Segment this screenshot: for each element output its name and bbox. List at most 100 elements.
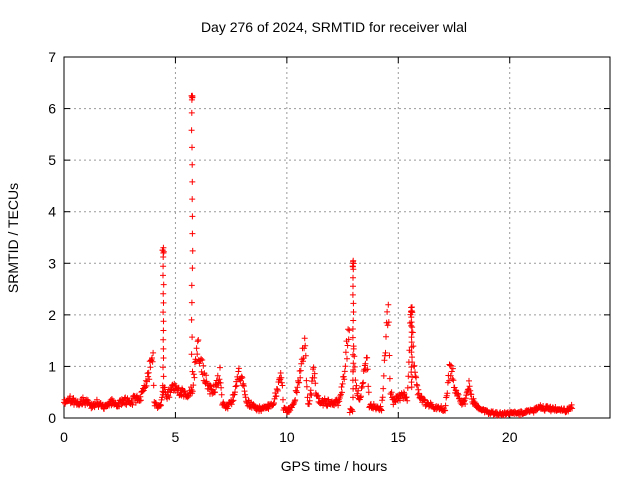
data-point xyxy=(359,380,366,387)
data-point xyxy=(150,349,157,356)
data-point xyxy=(342,363,349,370)
data-point xyxy=(217,364,223,371)
data-point xyxy=(271,400,277,406)
y-tick-label: 4 xyxy=(48,204,56,220)
x-tick-label: 0 xyxy=(60,429,68,445)
data-point xyxy=(228,401,235,408)
data-point xyxy=(296,379,303,386)
data-point xyxy=(189,213,196,220)
data-point xyxy=(444,390,451,397)
data-point xyxy=(342,349,349,356)
data-point xyxy=(569,405,576,412)
data-point xyxy=(409,354,415,361)
data-point xyxy=(166,394,173,401)
data-point xyxy=(358,385,365,391)
data-point xyxy=(189,196,196,203)
data-point xyxy=(146,376,153,383)
data-point xyxy=(351,353,358,360)
data-point xyxy=(160,318,167,325)
data-point xyxy=(188,96,195,103)
data-point xyxy=(160,272,166,279)
data-point xyxy=(297,374,304,381)
data-point xyxy=(350,351,356,358)
data-point xyxy=(358,393,364,400)
data-point xyxy=(321,395,328,402)
data-point xyxy=(101,405,108,412)
data-point xyxy=(160,355,167,361)
data-point xyxy=(308,378,315,385)
data-point xyxy=(147,364,154,371)
data-point xyxy=(397,397,403,404)
data-point xyxy=(311,370,318,377)
data-point xyxy=(380,385,387,392)
data-point xyxy=(242,394,249,401)
data-point xyxy=(303,377,310,384)
data-point xyxy=(310,364,317,371)
data-point xyxy=(274,387,281,394)
data-point xyxy=(378,406,384,413)
data-point xyxy=(350,394,356,401)
x-tick-label: 15 xyxy=(390,429,406,445)
data-point xyxy=(145,373,152,380)
data-point xyxy=(349,263,356,270)
data-point xyxy=(189,94,196,101)
data-point xyxy=(302,352,309,359)
data-point xyxy=(190,382,197,389)
data-point xyxy=(408,379,415,386)
data-point xyxy=(181,388,188,395)
data-point xyxy=(338,384,345,390)
data-point xyxy=(293,389,300,396)
data-point xyxy=(229,398,236,405)
grid xyxy=(64,57,610,418)
data-point xyxy=(188,351,195,358)
data-point xyxy=(137,397,144,404)
data-point xyxy=(408,364,415,371)
data-point xyxy=(160,345,167,352)
data-point xyxy=(364,366,371,373)
data-point xyxy=(300,358,306,365)
data-point xyxy=(454,390,461,397)
data-point xyxy=(466,377,472,384)
data-point xyxy=(159,382,166,389)
data-point xyxy=(232,389,238,396)
data-point xyxy=(129,401,136,408)
data-point xyxy=(380,372,387,379)
data-point xyxy=(408,307,415,314)
data-point xyxy=(160,327,167,334)
data-point xyxy=(149,355,155,361)
data-point xyxy=(301,335,308,342)
data-point xyxy=(449,365,456,372)
data-point xyxy=(462,395,469,402)
data-point xyxy=(150,382,157,389)
data-point xyxy=(203,372,210,379)
data-point xyxy=(312,380,319,387)
data-point xyxy=(379,394,386,401)
data-point xyxy=(232,383,239,390)
data-point xyxy=(466,383,473,390)
data-point xyxy=(189,247,196,254)
data-point xyxy=(411,362,418,369)
data-point xyxy=(353,382,360,389)
data-point xyxy=(160,281,167,288)
data-point xyxy=(350,385,357,392)
data-point xyxy=(145,369,152,376)
data-point xyxy=(188,299,195,306)
data-point xyxy=(293,388,300,395)
data-point xyxy=(294,384,301,391)
data-point xyxy=(346,327,353,334)
data-point xyxy=(137,393,144,400)
data-point xyxy=(160,336,167,343)
data-point xyxy=(194,351,201,358)
data-point xyxy=(189,230,196,237)
data-point xyxy=(405,373,412,380)
data-point xyxy=(420,397,427,404)
data-point xyxy=(188,316,195,323)
data-point xyxy=(364,354,371,361)
data-point xyxy=(118,396,125,403)
data-point xyxy=(360,379,367,386)
data-point xyxy=(188,282,195,289)
data-point xyxy=(345,336,352,343)
data-point xyxy=(214,372,221,379)
data-point xyxy=(160,299,167,306)
data-point xyxy=(193,358,199,365)
